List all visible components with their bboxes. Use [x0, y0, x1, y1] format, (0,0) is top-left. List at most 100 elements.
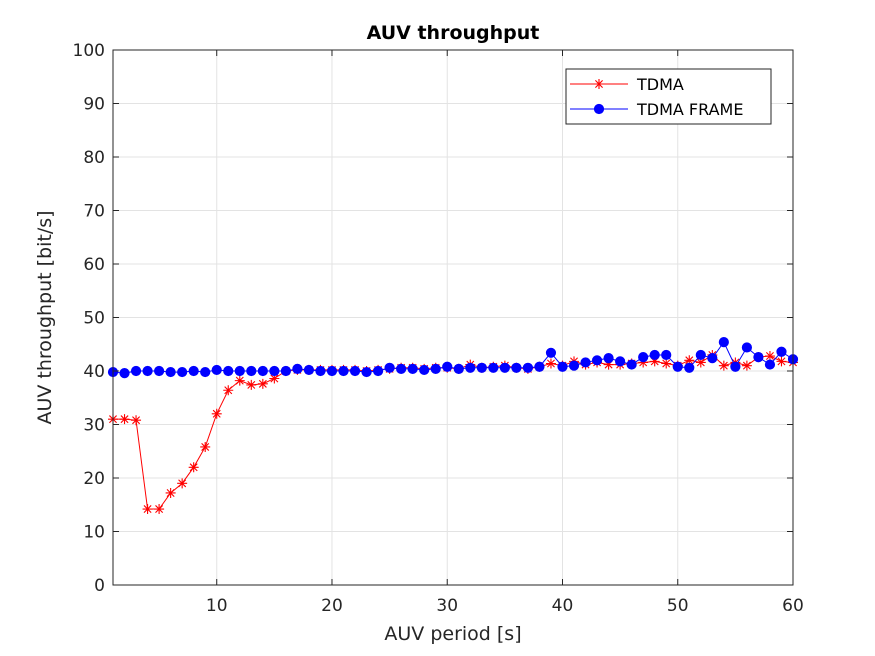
x-tick-label: 30 [436, 596, 458, 616]
data-point-tdma-frame [557, 361, 568, 372]
data-point-tdma-frame [177, 366, 188, 378]
data-point-tdma [684, 355, 695, 366]
data-point-tdma-frame [246, 365, 257, 377]
data-point-tdma [661, 358, 672, 369]
data-point-tdma-frame [707, 353, 718, 364]
data-point-tdma-frame [764, 359, 776, 370]
data-point-tdma-frame [603, 353, 614, 364]
legend-label-tdma-frame: TDMA FRAME [636, 100, 743, 119]
data-point-tdma [257, 378, 268, 389]
data-point-tdma [223, 385, 234, 396]
legend-item-tdma: TDMA [570, 75, 684, 94]
legend-item-tdma-frame: TDMA FRAME [570, 100, 743, 119]
data-point-tdma [718, 360, 729, 371]
y-tick-label: 60 [83, 255, 105, 275]
data-point-tdma-frame [234, 365, 245, 377]
data-point-tdma-frame [672, 361, 683, 372]
data-point-tdma [269, 373, 280, 384]
data-point-tdma [234, 375, 245, 386]
legend-marker-tdma-frame [593, 103, 605, 115]
data-point-tdma [211, 408, 222, 419]
data-point-tdma-frame [465, 362, 476, 373]
data-point-tdma-frame [591, 355, 603, 366]
y-tick-label: 80 [83, 148, 105, 168]
data-point-tdma [695, 357, 706, 368]
data-point-tdma-frame [396, 363, 407, 374]
y-tick-label: 40 [83, 362, 105, 382]
data-point-tdma-frame [580, 357, 591, 368]
data-point-tdma-frame [384, 362, 395, 373]
data-point-tdma-frame [361, 366, 372, 378]
data-point-tdma [638, 357, 649, 368]
data-point-tdma-frame [165, 366, 176, 378]
y-tick-label: 0 [94, 576, 105, 596]
data-point-tdma [119, 414, 130, 425]
axes: 10 20 30 40 50 60 0 10 20 30 40 50 60 70 80 90 100 [73, 41, 804, 616]
data-point-tdma [764, 351, 775, 362]
data-point-tdma-frame [142, 365, 153, 377]
legend: TDMA TDMA FRAME [565, 68, 772, 125]
data-point-tdma-frame [223, 365, 234, 377]
data-point-tdma [776, 356, 787, 367]
data-point-tdma [649, 356, 660, 367]
legend-marker-tdma [594, 79, 604, 89]
data-point-tdma-frame [407, 363, 418, 374]
x-tick-label: 10 [206, 596, 228, 616]
data-point-tdma-frame [511, 362, 522, 373]
data-point-tdma-frame [453, 363, 464, 374]
data-point-tdma-frame [257, 365, 268, 377]
data-point-tdma-frame [372, 365, 384, 377]
data-point-tdma-frame [776, 346, 787, 357]
data-point-tdma-frame [154, 365, 165, 377]
data-point-tdma-frame [200, 366, 211, 378]
data-point-tdma-frame [315, 365, 326, 377]
data-point-tdma-frame [430, 363, 441, 374]
x-tick-label: 40 [552, 596, 574, 616]
data-point-tdma-frame [338, 365, 349, 377]
data-point-tdma [154, 504, 165, 515]
data-point-tdma [246, 379, 257, 390]
data-point-tdma-frame [568, 360, 580, 371]
data-point-tdma-frame [130, 365, 142, 377]
data-point-tdma-frame [615, 356, 626, 367]
data-point-tdma [603, 359, 614, 370]
y-tick-label: 50 [83, 309, 105, 329]
y-tick-label: 30 [83, 416, 105, 436]
data-point-tdma-frame [211, 364, 222, 376]
data-point-tdma-frame [741, 342, 752, 353]
y-tick-label: 70 [83, 202, 105, 222]
data-point-tdma [741, 360, 752, 371]
data-point-tdma-frame [661, 349, 672, 361]
data-point-tdma-frame [419, 364, 430, 376]
data-point-tdma-frame [718, 337, 729, 348]
data-point-tdma-frame [280, 365, 291, 377]
y-axis-label: AUV throughput [bit/s] [34, 210, 56, 424]
data-point-tdma-frame [188, 365, 199, 377]
y-tick-label: 100 [73, 41, 105, 61]
data-point-tdma [165, 487, 176, 498]
data-point-tdma [142, 504, 153, 515]
data-point-tdma-frame [326, 365, 338, 377]
data-point-tdma-frame [649, 349, 660, 361]
x-tick-label: 20 [321, 596, 343, 616]
data-point-tdma-frame [534, 361, 545, 372]
data-point-tdma [188, 462, 199, 473]
data-point-tdma [131, 415, 142, 426]
data-point-tdma-frame [269, 365, 280, 377]
y-tick-label: 10 [83, 523, 105, 543]
data-point-tdma-frame [545, 347, 557, 358]
data-point-tdma-frame [349, 365, 361, 377]
data-point-tdma-frame [753, 351, 764, 363]
data-point-tdma-frame [730, 361, 741, 372]
legend-box [565, 68, 772, 125]
data-point-tdma [200, 441, 211, 452]
data-point-tdma-frame [638, 351, 649, 363]
data-point-tdma-frame [119, 368, 130, 379]
data-point-tdma-frame [488, 362, 499, 373]
data-point-tdma-frame [476, 362, 487, 373]
legend-label-tdma: TDMA [636, 75, 684, 94]
chart-title: AUV throughput [367, 22, 540, 44]
data-point-tdma-frame [695, 349, 706, 361]
data-point-tdma [177, 478, 188, 489]
